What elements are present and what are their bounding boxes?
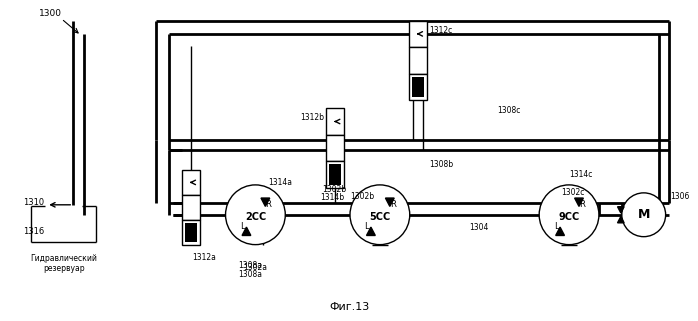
Bar (326, 161, 344, 188)
Bar (409, 47, 426, 74)
Bar (185, 223, 197, 242)
Text: 9CC: 9CC (558, 212, 579, 222)
Text: L: L (364, 222, 369, 231)
Bar (326, 108, 344, 135)
Polygon shape (618, 207, 624, 213)
Text: 1300: 1300 (39, 9, 62, 18)
Text: L: L (554, 222, 558, 231)
Bar (326, 135, 344, 161)
Bar (329, 164, 341, 185)
Polygon shape (556, 227, 565, 236)
Bar (181, 220, 200, 245)
Text: Гидравлический
резервуар: Гидравлический резервуар (30, 254, 97, 273)
Bar (181, 170, 200, 195)
Text: 1314c: 1314c (569, 170, 593, 179)
Text: M: M (637, 208, 650, 221)
Text: 1302b: 1302b (322, 185, 346, 195)
Text: 1302b: 1302b (350, 192, 374, 201)
Text: 1302c: 1302c (561, 188, 584, 197)
Polygon shape (261, 198, 269, 206)
Text: 1316: 1316 (24, 227, 45, 236)
Polygon shape (385, 198, 394, 206)
Text: R: R (579, 200, 585, 209)
Text: 5CC: 5CC (369, 212, 390, 222)
Polygon shape (618, 217, 624, 223)
Polygon shape (366, 227, 376, 236)
Text: Фиг.13: Фиг.13 (329, 302, 369, 312)
Text: 1312a: 1312a (193, 253, 216, 262)
Text: 1310: 1310 (24, 198, 45, 207)
Bar (409, 21, 426, 47)
Circle shape (350, 185, 410, 245)
Text: R: R (390, 200, 396, 209)
Bar (412, 77, 424, 97)
Text: 1308a: 1308a (239, 270, 262, 279)
Text: L: L (240, 222, 245, 231)
Text: 1302a: 1302a (244, 263, 267, 272)
Polygon shape (242, 227, 251, 236)
Circle shape (622, 193, 666, 237)
Bar (181, 195, 200, 220)
Polygon shape (574, 198, 584, 206)
Text: 1312c: 1312c (430, 26, 453, 35)
Text: 1312b: 1312b (300, 113, 324, 122)
Text: R: R (265, 200, 272, 209)
Bar (409, 74, 426, 100)
Text: 1314b: 1314b (320, 193, 344, 202)
Text: 1306: 1306 (671, 192, 690, 201)
Circle shape (539, 185, 599, 245)
Text: 1304: 1304 (470, 223, 489, 232)
Text: 1314a: 1314a (268, 178, 292, 187)
Text: 2CC: 2CC (245, 212, 266, 222)
Text: 1308c: 1308c (498, 106, 521, 115)
Text: 1308a: 1308a (239, 261, 262, 270)
Circle shape (225, 185, 285, 245)
Text: 1308b: 1308b (430, 160, 454, 169)
